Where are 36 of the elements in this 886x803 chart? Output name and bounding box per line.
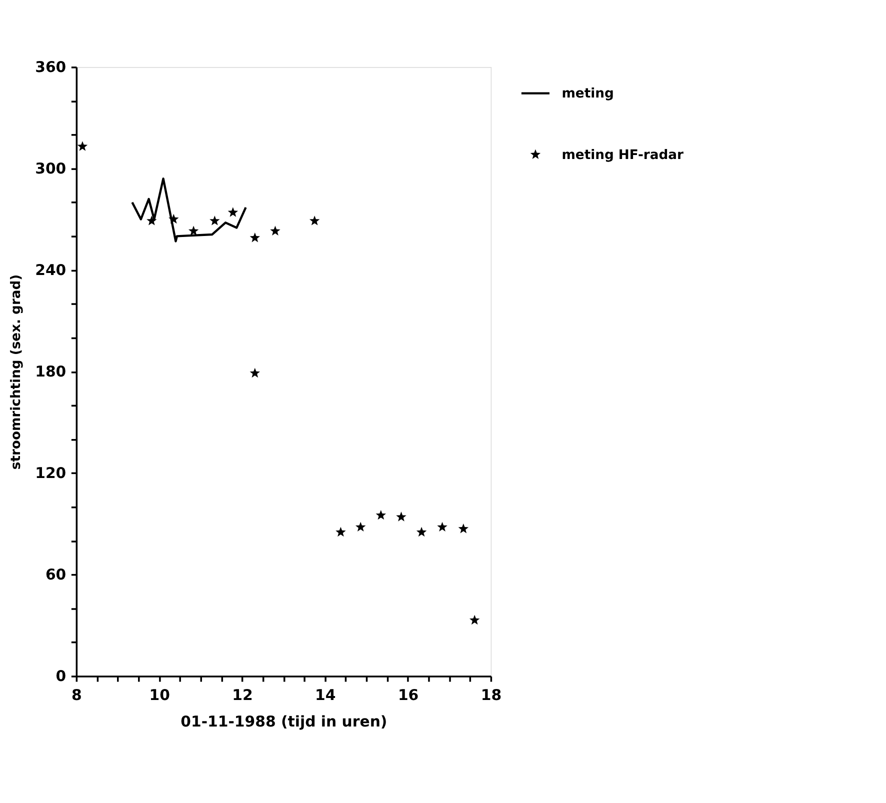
y-axis-title: stroomrichting (sex. grad)	[9, 274, 24, 470]
point	[396, 512, 406, 522]
point	[250, 232, 260, 242]
point	[250, 368, 260, 378]
legend-label: meting HF-radar	[562, 148, 684, 164]
y-tick-label: 180	[35, 362, 66, 380]
point	[270, 226, 280, 236]
y-tick-label: 0	[56, 666, 66, 685]
point	[77, 141, 88, 151]
point	[356, 522, 366, 532]
x-tick-label: 10	[149, 686, 170, 704]
point	[416, 526, 427, 537]
x-tick-label: 14	[315, 686, 336, 704]
x-tick-label: 16	[398, 686, 419, 704]
line-series	[131, 178, 247, 242]
point	[336, 526, 346, 537]
x-tick-label: 8	[72, 686, 82, 704]
legend-label: meting	[562, 86, 614, 102]
point	[188, 226, 199, 236]
point	[469, 614, 480, 625]
x-tick-label: 18	[480, 686, 502, 704]
point	[376, 510, 386, 520]
point	[210, 216, 220, 226]
y-tick-label: 120	[35, 464, 66, 482]
point	[146, 216, 157, 226]
point	[228, 207, 238, 217]
y-tick-label: 60	[45, 565, 66, 584]
y-tick-label: 360	[35, 58, 66, 76]
point	[309, 216, 320, 226]
x-tick-label: 12	[232, 686, 253, 704]
x-axis-title: 01-11-1988 (tijd in uren)	[180, 712, 388, 730]
y-tick-label: 300	[35, 159, 66, 178]
point	[168, 214, 179, 224]
point	[458, 524, 469, 534]
point	[437, 522, 448, 532]
y-tick-label: 240	[35, 260, 66, 279]
